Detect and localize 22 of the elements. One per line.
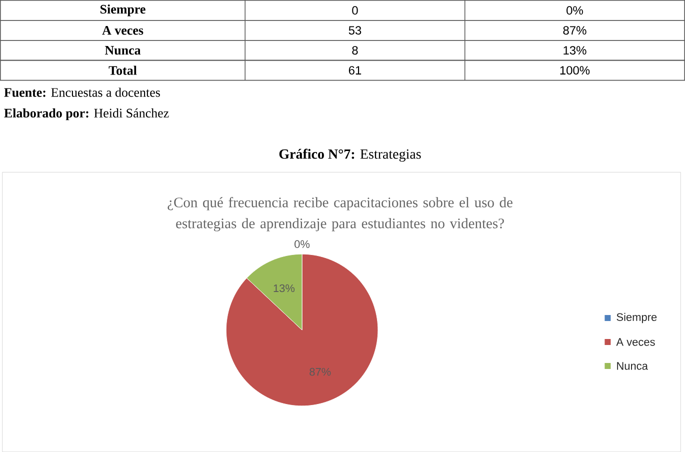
- text: Elaborado por: Heidi Sánchez: [4, 108, 169, 120]
- text: 100%: [560, 66, 590, 75]
- text: 53: [348, 26, 362, 35]
- chart-title: Gráfico N°7: Estrategias: [279, 148, 421, 162]
- text: Fuente: Encuestas a docentes: [4, 88, 160, 97]
- text: Nunca: [104, 46, 141, 55]
- text: Siempre: [100, 4, 146, 16]
- data-label: 13%: [274, 284, 295, 292]
- legend-label: A veces: [616, 338, 655, 346]
- text: 0%: [294, 240, 310, 248]
- text: Total: [108, 66, 137, 75]
- legend-label: Nunca: [617, 362, 648, 370]
- text: A veces: [102, 26, 144, 35]
- text: 13%: [564, 46, 586, 55]
- data-label: 87%: [310, 368, 331, 376]
- text: 87%: [563, 26, 586, 35]
- text: 61: [348, 66, 362, 75]
- legend-label: Siempre: [616, 312, 657, 324]
- text: 0%: [566, 6, 583, 15]
- text: 0: [352, 6, 358, 15]
- text: 8: [352, 46, 358, 55]
- chart-subtitle: ¿Con qué frecuencia recibe capacitaciones sobre el uso de estrategias de aprendizaje para estudiantes no videntes?: [168, 196, 512, 232]
